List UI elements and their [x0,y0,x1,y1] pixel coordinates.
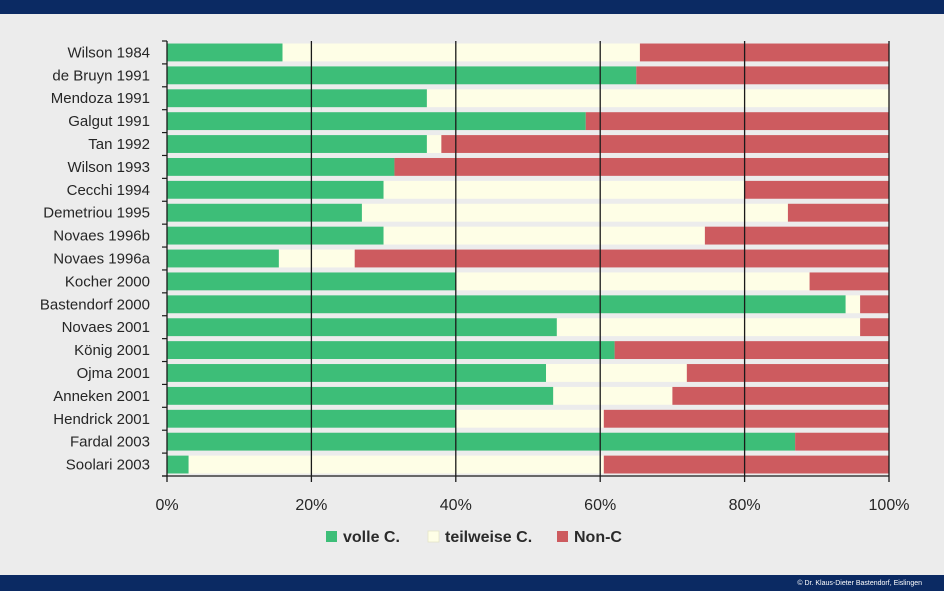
x-tick-label: 20% [295,497,327,514]
bar-segment-1-row-13 [167,318,557,337]
gridlines-layer [310,41,890,482]
bar-segment-3-row-1 [639,43,889,62]
category-label: Hendrick 2001 [53,411,150,428]
bar-segment-2-row-9 [383,226,705,245]
category-label: Kocher 2000 [65,273,150,290]
bar-segment-3-row-9 [704,226,889,245]
bar-segment-2-row-5 [426,135,442,153]
bar-segment-1-row-4 [167,112,586,131]
category-label: Mendoza 1991 [51,90,150,107]
bar-segment-1-row-18 [167,432,796,451]
bar-segment-2-row-13 [556,318,861,337]
bar-segment-3-row-16 [672,386,889,405]
x-tick-label: 40% [440,497,472,514]
bar-segment-1-row-10 [167,249,279,268]
bar-segment-2-row-16 [553,386,673,405]
bar-segment-2-row-7 [383,180,745,199]
category-label: Novaes 1996b [53,228,150,245]
category-label: Wilson 1984 [67,44,150,61]
bottom-band [0,575,944,591]
category-label: Wilson 1993 [67,159,150,176]
bar-segment-3-row-19 [603,455,889,474]
category-label: König 2001 [74,342,150,359]
legend-swatch-2 [427,530,440,543]
category-label: Galgut 1991 [68,113,150,130]
bar-segment-1-row-19 [167,455,189,474]
category-label: Bastendorf 2000 [40,296,150,313]
x-tick-label: 80% [729,497,761,514]
legend-swatch-3 [557,531,568,542]
bar-segment-2-row-3 [426,89,889,108]
bar-segment-1-row-3 [167,89,427,108]
legend-label-3: Non-C [574,529,622,546]
bar-segment-1-row-14 [167,341,615,360]
x-tick-labels: 0% 20% 40% 60% 80% 100% [155,497,909,514]
bar-segment-3-row-6 [394,157,889,176]
bar-segment-1-row-7 [167,180,384,199]
bar-segment-2-row-15 [546,364,687,382]
bar-segment-1-row-8 [167,203,362,222]
category-label: Ojma 2001 [77,365,150,382]
bar-segment-1-row-16 [167,386,554,405]
copyright-text: © Dr. Klaus-Dieter Bastendorf, Eislingen [797,580,922,587]
category-label: de Bruyn 1991 [52,67,150,84]
bar-segment-1-row-15 [167,364,547,382]
category-label: Soolari 2003 [66,457,150,474]
top-band [0,0,944,14]
bar-segment-3-row-2 [636,66,889,85]
category-label: Novaes 1996a [53,251,150,268]
bar-segment-3-row-14 [614,341,889,360]
bar-segment-1-row-5 [167,135,427,153]
bar-segment-3-row-8 [787,203,889,222]
bar-segment-3-row-15 [686,364,889,382]
bar-segment-2-row-11 [455,272,810,291]
bar-segment-2-row-19 [188,455,604,474]
legend: volle C. teilweise C. Non-C [326,529,622,546]
category-label: Fardal 2003 [70,434,150,451]
category-label: Tan 1992 [88,136,150,153]
category-labels: Wilson 1984 de Bruyn 1991 Mendoza 1991 Galg… [40,44,151,473]
bar-segment-3-row-10 [354,249,890,268]
bar-segment-2-row-10 [278,249,355,268]
bar-segment-1-row-9 [167,226,384,245]
bar-segment-2-row-8 [361,203,788,222]
bar-segment-2-row-17 [455,409,604,428]
bar-segment-3-row-18 [795,432,889,451]
bar-segment-3-row-17 [603,409,889,428]
x-tick-label: 60% [584,497,616,514]
bar-segment-3-row-4 [585,112,889,131]
bar-segment-3-row-11 [809,272,889,291]
x-tick-label: 0% [155,497,178,514]
bar-segment-3-row-7 [744,180,889,199]
category-label: Cecchi 1994 [67,182,150,199]
category-label: Anneken 2001 [53,388,150,405]
category-label: Demetriou 1995 [43,205,150,222]
axis-layer [162,40,889,482]
bar-segment-1-row-12 [167,295,846,314]
legend-label-1: volle C. [343,529,400,546]
legend-label-2: teilweise C. [445,529,532,546]
legend-swatch-1 [326,531,337,542]
bar-segment-2-row-12 [845,295,861,314]
x-tick-label: 100% [869,497,910,514]
bar-segment-1-row-6 [167,157,395,176]
bar-segment-1-row-2 [167,66,637,85]
bar-segment-3-row-5 [441,135,889,153]
bar-segment-1-row-1 [167,43,283,62]
category-label: Novaes 2001 [62,319,150,336]
bars-layer [167,43,890,474]
bar-segment-2-row-1 [282,43,640,62]
bar-segment-3-row-13 [860,318,889,337]
bar-segment-3-row-12 [860,295,889,314]
